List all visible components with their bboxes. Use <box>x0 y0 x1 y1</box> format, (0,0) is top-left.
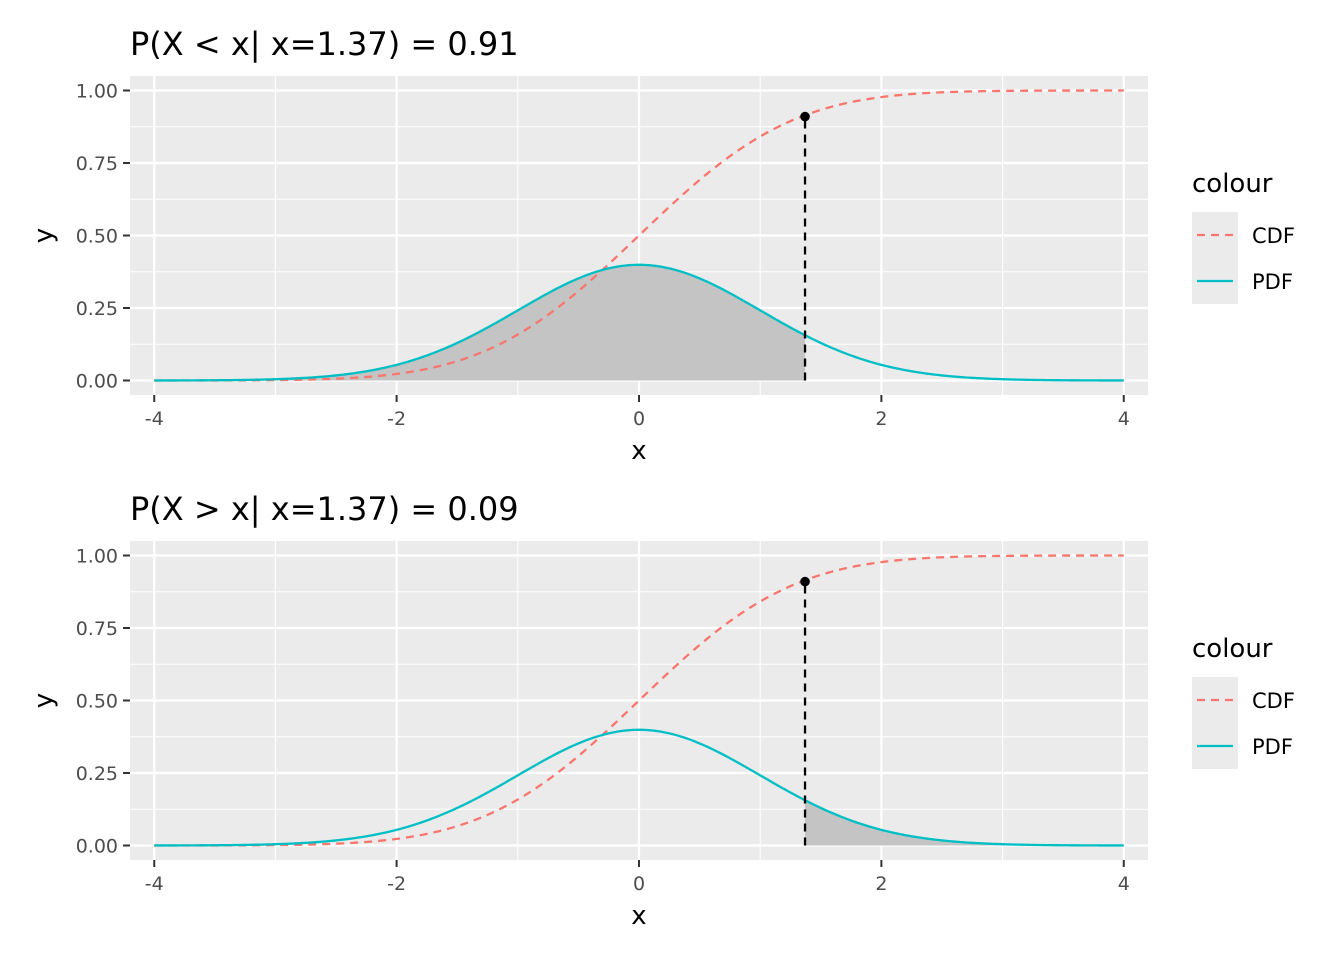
y-axis-title: y <box>29 693 59 708</box>
series-line-cdf <box>154 554 1124 847</box>
x-tick-label: 0 <box>633 408 645 430</box>
chart-panel-1: P(X < x| x=1.37) = 0.91 0.00 0.25 0.50 0.75 1… <box>29 25 1295 466</box>
x-tick-label: 4 <box>1118 408 1130 430</box>
threshold-point <box>800 576 810 587</box>
legend-title: colour <box>1192 169 1273 199</box>
legend-label-cdf: CDF <box>1252 689 1295 713</box>
shaded-area <box>154 264 806 381</box>
chart-title: P(X < x| x=1.37) = 0.91 <box>130 25 519 63</box>
y-tick-label: 0.75 <box>76 618 118 640</box>
legend: colour CDF PDF <box>1192 634 1295 769</box>
y-tick-label: 1.00 <box>76 81 118 103</box>
x-tick-label: -2 <box>387 873 406 895</box>
series-line-pdf <box>154 263 1124 382</box>
y-axis-title: y <box>29 228 59 243</box>
x-tick-label: 0 <box>633 873 645 895</box>
y-tick-label: 0.25 <box>76 763 118 785</box>
y-tick-label: 1.00 <box>76 546 118 568</box>
x-axis-title: x <box>631 901 646 931</box>
y-tick-label: 0.00 <box>76 836 118 858</box>
threshold-point <box>800 111 810 122</box>
shaded-area <box>805 800 1124 846</box>
y-tick-label: 0.50 <box>76 691 118 713</box>
chart-panel-2: P(X > x| x=1.37) = 0.09 0.00 0.25 0.50 0.75 1… <box>29 490 1295 931</box>
legend: colour CDF PDF <box>1192 169 1295 304</box>
x-tick-label: -2 <box>387 408 406 430</box>
y-tick-label: 0.75 <box>76 153 118 175</box>
y-tick-label: 0.50 <box>76 226 118 248</box>
legend-title: colour <box>1192 634 1273 664</box>
x-axis-title: x <box>631 436 646 466</box>
legend-label-pdf: PDF <box>1252 270 1293 294</box>
y-tick-label: 0.00 <box>76 371 118 393</box>
y-tick-label: 0.25 <box>76 298 118 320</box>
x-tick-label: 2 <box>875 408 887 430</box>
legend-label-pdf: PDF <box>1252 735 1293 759</box>
x-tick-label: -4 <box>145 408 164 430</box>
legend-label-cdf: CDF <box>1252 224 1295 248</box>
series-line-cdf <box>154 89 1124 382</box>
x-tick-label: 4 <box>1118 873 1130 895</box>
x-tick-label: -4 <box>145 873 164 895</box>
series-line-pdf <box>154 728 1124 847</box>
x-tick-label: 2 <box>875 873 887 895</box>
chart-title: P(X > x| x=1.37) = 0.09 <box>130 490 519 528</box>
